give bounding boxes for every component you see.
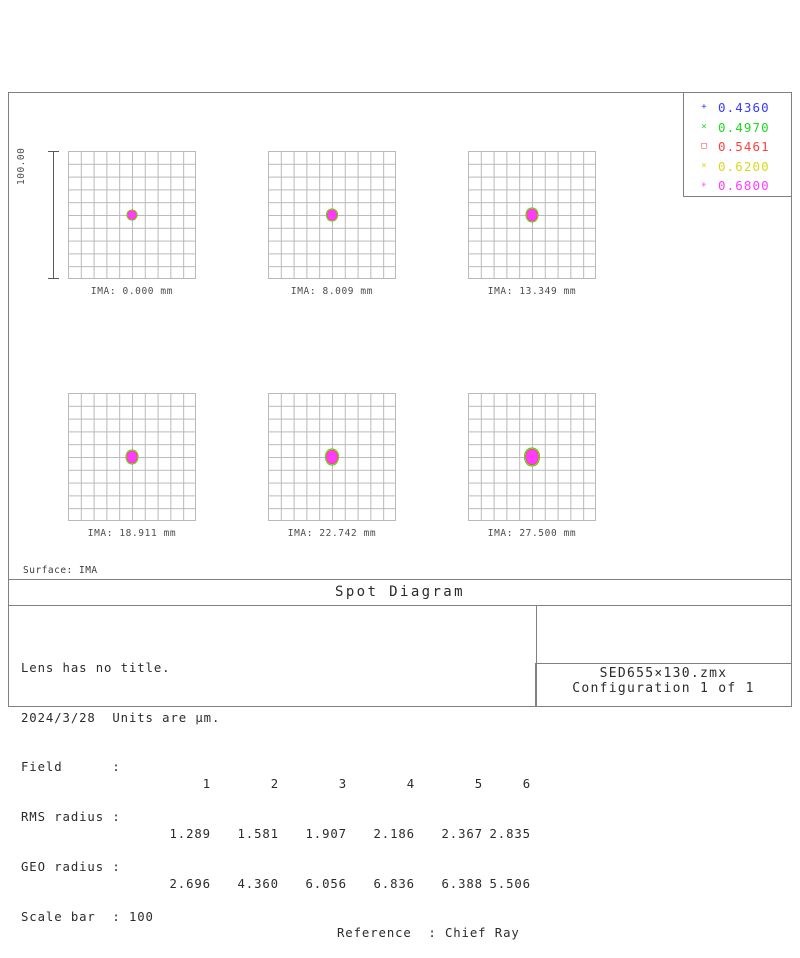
geo-value-1: 2.696 <box>169 876 211 891</box>
scale-bar-cap-bottom <box>48 278 59 279</box>
spot-diagram-plot-3: IMA: 13.349 mm <box>427 151 637 297</box>
plot-grid-wrapper <box>268 151 396 279</box>
rms-value-5: 2.367 <box>441 826 483 841</box>
legend-entry-0: +0.4360 <box>684 98 791 118</box>
scale-bar-cap-top <box>48 151 59 152</box>
info-row-date-units: 2024/3/28 Units are µm. <box>21 693 531 725</box>
spot-core-magenta <box>127 210 137 220</box>
spot-diagram-plot-5: IMA: 22.742 mm <box>227 393 437 539</box>
field-value-3: 3 <box>338 776 347 791</box>
plot-frame: +0.4360 × 0.4970 □ 0.5461 × 0.6200 ✳ 0.6800 100.… <box>8 92 792 940</box>
field-value-1: 1 <box>202 776 211 791</box>
scale-bar-label: Scale bar : 100 <box>21 909 154 924</box>
wavelength-legend: +0.4360 × 0.4970 □ 0.5461 × 0.6200 ✳ 0.6800 <box>683 93 791 197</box>
rms-value-1: 1.289 <box>169 826 211 841</box>
legend-wavelength-value: 0.4970 <box>718 119 770 135</box>
plot-field-label: IMA: 18.911 mm <box>87 528 177 539</box>
spot-point-cluster <box>524 447 540 467</box>
field-row-label: Field : <box>21 760 121 775</box>
info-row-field: Field : 1 2 3 4 5 6 <box>21 743 531 791</box>
spot-diagram-plot-1: 100.00 IMA: 0.000 mm <box>16 148 237 297</box>
legend-symbol-icon: × <box>701 121 707 132</box>
spot-point-cluster <box>326 208 338 222</box>
spot-diagram-plot-4: IMA: 18.911 mm <box>27 393 237 539</box>
scale-bar-line <box>53 151 54 279</box>
info-row-title: Lens has no title. <box>21 643 531 675</box>
divider-vertical-filebox <box>536 606 537 707</box>
spot-core-magenta <box>527 209 537 221</box>
spot-core-magenta <box>525 449 539 465</box>
scale-bar-value-label: 100.00 <box>16 147 27 185</box>
surface-label: Surface: IMA <box>23 565 98 576</box>
info-row-geo: GEO radius : 2.696 4.360 6.056 6.836 6.388 5.… <box>21 842 531 891</box>
plot-field-label: IMA: 0.000 mm <box>90 286 174 297</box>
lens-title-text: Lens has no title. <box>21 660 171 675</box>
geo-value-5: 6.388 <box>441 876 483 891</box>
reference-label: Reference : Chief Ray <box>337 926 520 941</box>
geo-value-6: 5.506 <box>489 876 531 891</box>
geo-value-4: 6.836 <box>373 876 415 891</box>
page-title: Spot Diagram <box>335 584 465 600</box>
field-value-4: 4 <box>406 776 415 791</box>
plot-field-label: IMA: 13.349 mm <box>487 286 577 297</box>
rms-value-6: 2.835 <box>489 826 531 841</box>
field-value-6: 6 <box>522 776 531 791</box>
spot-diagram-plot-6: IMA: 27.500 mm <box>427 393 637 539</box>
plot-grid-wrapper: 100.00 <box>16 148 196 279</box>
spot-core-magenta <box>327 210 337 220</box>
rms-value-2: 1.581 <box>237 826 279 841</box>
spot-point-cluster <box>125 449 139 465</box>
plot-grid-wrapper <box>268 393 396 521</box>
plot-grid-wrapper <box>468 393 596 521</box>
legend-wavelength-value: 0.5461 <box>718 139 770 155</box>
statistics-block: Lens has no title. 2024/3/28 Units are µ… <box>21 610 531 942</box>
spot-diagram-grid-container: 100.00 IMA: 0.000 mm IMA: 8.009 mm IMA: 13.… <box>9 93 685 563</box>
legend-entry-1: × 0.4970 <box>684 118 791 138</box>
spot-point-cluster <box>325 448 339 466</box>
geo-row-label: GEO radius : <box>21 859 121 874</box>
configuration-text: Configuration 1 of 1 <box>572 681 755 696</box>
legend-symbol-icon: ✳ <box>701 180 707 191</box>
field-value-5: 5 <box>474 776 483 791</box>
date-units-text: 2024/3/28 Units are µm. <box>21 710 221 725</box>
divider-above-title <box>9 579 791 580</box>
plot-field-label: IMA: 8.009 mm <box>290 286 374 297</box>
legend-symbol-icon: × <box>701 160 707 171</box>
rms-value-3: 1.907 <box>305 826 347 841</box>
legend-entry-3: × 0.6200 <box>684 157 791 177</box>
legend-entry-2: □ 0.5461 <box>684 137 791 157</box>
legend-wavelength-value: 0.6800 <box>718 178 770 194</box>
legend-symbol-icon: + <box>701 102 707 113</box>
legend-symbol-icon: □ <box>701 141 707 152</box>
plot-field-label: IMA: 27.500 mm <box>487 528 577 539</box>
geo-value-3: 6.056 <box>305 876 347 891</box>
plot-field-label: IMA: 22.742 mm <box>287 528 377 539</box>
scale-bar: 100.00 <box>16 148 60 279</box>
legend-wavelength-value: 0.4360 <box>718 100 770 116</box>
divider-below-title <box>9 605 791 606</box>
spot-core-magenta <box>127 451 137 463</box>
geo-value-2: 4.360 <box>237 876 279 891</box>
file-info-box: SED655×130.zmx Configuration 1 of 1 <box>535 663 791 706</box>
rms-value-4: 2.186 <box>373 826 415 841</box>
spot-point-cluster <box>525 207 539 223</box>
spot-core-magenta <box>326 450 338 464</box>
rms-row-label: RMS radius : <box>21 810 121 825</box>
field-value-2: 2 <box>270 776 279 791</box>
info-row-scalebar-reference: Scale bar : 100 Reference : Chief Ray <box>21 892 531 941</box>
filename-text: SED655×130.zmx <box>599 666 728 681</box>
spot-point-cluster <box>126 209 138 221</box>
info-row-rms: RMS radius : 1.289 1.581 1.907 2.186 2.367 2.… <box>21 793 531 841</box>
spot-diagram-plot-2: IMA: 8.009 mm <box>227 151 437 297</box>
legend-entry-4: ✳ 0.6800 <box>684 176 791 196</box>
legend-wavelength-value: 0.6200 <box>718 158 770 174</box>
plot-grid-wrapper <box>468 151 596 279</box>
plot-grid-wrapper <box>68 393 196 521</box>
